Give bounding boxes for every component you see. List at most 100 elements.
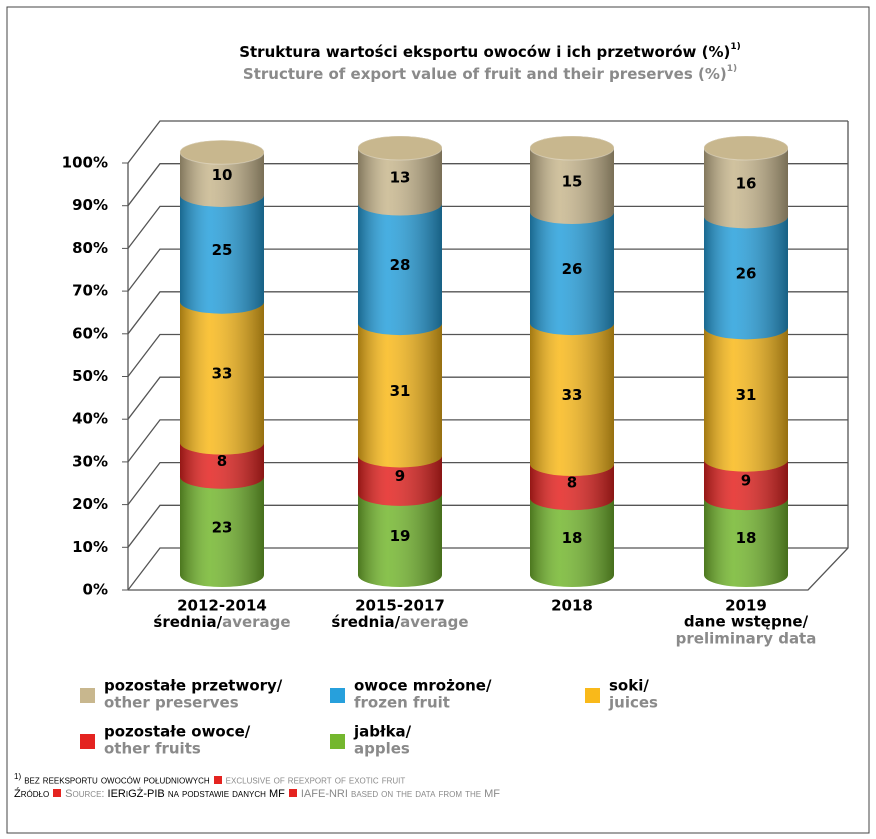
x-note-en: average bbox=[400, 613, 469, 631]
source: Źródło Source: IERiGŻ-PIB na podstawie da… bbox=[14, 788, 500, 800]
source-label-en: Source: bbox=[65, 788, 105, 800]
data-label: 31 bbox=[390, 382, 411, 400]
x-tick-label: 2018 bbox=[551, 597, 593, 615]
grid-line bbox=[127, 120, 848, 164]
legend-label-en: other preserves bbox=[104, 694, 239, 712]
bar-shade bbox=[704, 204, 788, 340]
subtitle-marker: 1) bbox=[727, 64, 737, 74]
square bbox=[53, 789, 62, 797]
bar-shade bbox=[180, 182, 264, 314]
bar-shade bbox=[358, 311, 442, 468]
legend-swatch bbox=[585, 688, 600, 703]
square bbox=[213, 775, 222, 784]
title-text: Struktura wartości eksportu owoców i ich… bbox=[239, 43, 730, 61]
legend-label: pozostałe przetwory/ bbox=[104, 677, 283, 695]
y-tick-label: 80% bbox=[72, 239, 108, 257]
source-pl: IERiGŻ-PIB na podstawie danych MF bbox=[107, 788, 285, 800]
data-label: 9 bbox=[741, 471, 751, 489]
floor-edge bbox=[128, 121, 849, 591]
legend-swatch bbox=[80, 688, 95, 703]
footnote-marker: 1) bbox=[14, 772, 22, 781]
data-label: 18 bbox=[736, 529, 757, 547]
bar-shade bbox=[180, 464, 264, 587]
legend-label-en: apples bbox=[354, 740, 410, 758]
data-label: 16 bbox=[736, 175, 757, 193]
grid-line bbox=[127, 205, 848, 249]
legend-swatch bbox=[80, 734, 95, 749]
bar-shade bbox=[704, 315, 788, 472]
data-label: 26 bbox=[736, 264, 757, 282]
bar-shade bbox=[180, 289, 264, 455]
data-label: 8 bbox=[567, 474, 577, 492]
x-note: średnia/average bbox=[153, 613, 290, 631]
y-tick-label: 40% bbox=[72, 410, 108, 428]
y-tick-label: 20% bbox=[72, 495, 108, 513]
grid-line bbox=[127, 333, 848, 377]
bar-top bbox=[179, 139, 265, 165]
bar-shade bbox=[530, 486, 614, 587]
grid-line bbox=[127, 163, 848, 207]
x-note-pl: średnia/ bbox=[153, 613, 222, 631]
grid-line bbox=[127, 461, 848, 505]
data-label: 13 bbox=[390, 168, 411, 186]
grid-line bbox=[127, 547, 848, 591]
x-tick-label: 2019 bbox=[725, 597, 767, 615]
data-label: 28 bbox=[390, 256, 411, 274]
legend-swatch bbox=[330, 688, 345, 703]
grid-line bbox=[127, 376, 848, 420]
legend-swatch bbox=[330, 734, 345, 749]
y-tick-label: 100% bbox=[62, 154, 108, 172]
legend-label-en: other fruits bbox=[104, 740, 201, 758]
data-label: 33 bbox=[212, 365, 233, 383]
data-label: 10 bbox=[212, 166, 233, 184]
legend-label-en: juices bbox=[608, 694, 658, 712]
grid-line bbox=[127, 504, 848, 548]
y-tick-label: 60% bbox=[72, 324, 108, 342]
source-label-pl: Źródło bbox=[14, 788, 50, 800]
bar-top bbox=[529, 135, 615, 161]
data-label: 19 bbox=[390, 527, 411, 545]
bar-top bbox=[703, 135, 789, 161]
y-tick-label: 50% bbox=[72, 367, 108, 385]
data-label: 8 bbox=[217, 452, 227, 470]
subtitle-text: Structure of export value of fruit and t… bbox=[243, 65, 727, 83]
bar-shade bbox=[530, 311, 614, 476]
y-tick-label: 0% bbox=[83, 581, 108, 599]
bar-shade bbox=[358, 191, 442, 336]
bar-shade bbox=[704, 136, 788, 229]
data-label: 26 bbox=[562, 260, 583, 278]
x-note-pl: dane wstępne/ bbox=[684, 613, 809, 631]
x-note: średnia/average bbox=[331, 613, 468, 631]
chart-subtitle: Structure of export value of fruit and t… bbox=[243, 64, 737, 83]
source-en: IAFE-NRI based on the data from the MF bbox=[300, 788, 501, 800]
x-note-en: average bbox=[222, 613, 291, 631]
bar-shade bbox=[358, 481, 442, 587]
x-note-pl: średnia/ bbox=[331, 613, 400, 631]
data-label: 18 bbox=[562, 529, 583, 547]
data-label: 33 bbox=[562, 386, 583, 404]
bar-shade bbox=[704, 486, 788, 587]
y-tick-label: 30% bbox=[72, 452, 108, 470]
y-tick-label: 70% bbox=[72, 282, 108, 300]
footnote-pl: bez reeksportu owoców południowych bbox=[24, 774, 210, 787]
legend-label: owoce mrożone/ bbox=[354, 677, 492, 695]
bar-top bbox=[357, 135, 443, 161]
y-tick-label: 90% bbox=[72, 196, 108, 214]
footnote-en: exclusive of reexport of exotic fruit bbox=[225, 774, 406, 787]
legend-label: pozostałe owoce/ bbox=[104, 723, 251, 741]
x-tick-label: 2015-2017 bbox=[355, 597, 445, 615]
x-tick-label: 2012-2014 bbox=[177, 597, 267, 615]
data-label: 23 bbox=[212, 518, 233, 536]
grid-line bbox=[127, 419, 848, 463]
data-label: 25 bbox=[212, 241, 233, 259]
legend-label: jabłka/ bbox=[353, 723, 412, 741]
data-label: 15 bbox=[562, 173, 583, 191]
legend-label-en: frozen fruit bbox=[354, 694, 450, 712]
frame bbox=[6, 6, 870, 834]
data-label: 31 bbox=[736, 386, 757, 404]
x-note-en: preliminary data bbox=[676, 630, 817, 648]
square bbox=[288, 789, 297, 797]
grid-line bbox=[127, 248, 848, 292]
